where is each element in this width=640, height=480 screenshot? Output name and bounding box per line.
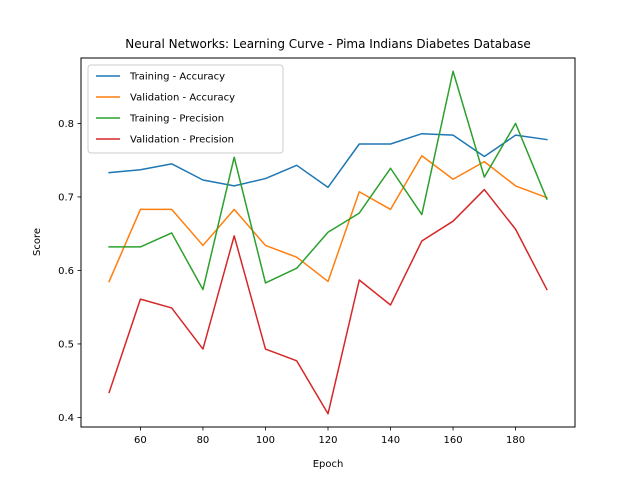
x-tick-label: 60 — [134, 435, 147, 446]
legend-label: Training - Precision — [129, 114, 224, 125]
series-line-4 — [108, 188, 548, 415]
legend-label: Training - Accuracy — [129, 72, 225, 83]
y-tick-label: 0.6 — [58, 266, 74, 277]
x-tick-label: 100 — [256, 435, 275, 446]
y-axis-label: Score — [32, 228, 43, 256]
x-tick-label: 180 — [506, 435, 525, 446]
y-tick-label: 0.8 — [58, 119, 74, 130]
y-tick-label: 0.7 — [58, 192, 74, 203]
series-line-2 — [108, 155, 548, 283]
x-tick-label: 160 — [444, 435, 463, 446]
legend-box — [87, 64, 284, 154]
x-axis-ticks: 60 80 100 120 140 160 180 — [134, 427, 525, 446]
x-axis-label: Epoch — [313, 459, 344, 470]
plot-area: 60 80 100 120 140 160 180 0.4 0.5 0.6 0.7 0.8 — [58, 57, 576, 446]
x-tick-label: 140 — [381, 435, 400, 446]
legend-label: Validation - Precision — [130, 135, 234, 146]
series-line-3 — [108, 70, 548, 291]
chart-title: Neural Networks: Learning Curve - Pima I… — [125, 37, 531, 51]
legend-label: Validation - Accuracy — [130, 93, 235, 104]
y-axis-ticks: 0.4 0.5 0.6 0.7 0.8 — [58, 119, 81, 424]
y-tick-label: 0.4 — [58, 413, 74, 424]
y-tick-label: 0.5 — [58, 339, 74, 350]
series-layer — [108, 70, 548, 415]
series-line-1 — [108, 132, 548, 189]
x-tick-label: 80 — [197, 435, 210, 446]
legend-items: Training - Accuracy Validation - Accuracy… — [96, 72, 235, 146]
legend: Training - Accuracy Validation - Accuracy… — [87, 64, 284, 154]
x-tick-label: 120 — [318, 435, 337, 446]
